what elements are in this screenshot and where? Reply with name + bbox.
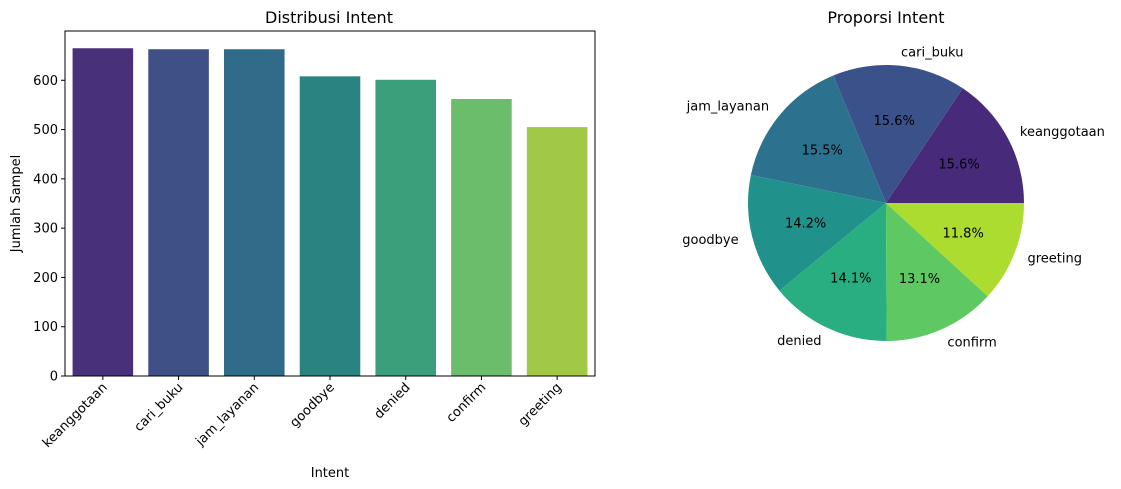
bar-denied	[375, 79, 436, 377]
pie-percent-label: 15.5%	[802, 144, 843, 159]
pie-category-label: keanggotaan	[1020, 125, 1105, 140]
bar-goodbye	[299, 76, 361, 376]
pie-category-label: cari_buku	[901, 45, 963, 60]
y-tick-label: 300	[33, 222, 58, 237]
bar-x-axis: keanggotaan cari_buku jam_layanan goodbye de…	[40, 376, 565, 451]
pie-slice-jam_layanan	[750, 75, 886, 203]
bar-jam_layanan	[224, 49, 285, 376]
bar-chart: Distribusi Intent 0 100 200 300 400 500 600 ke…	[9, 8, 596, 481]
bar-keanggotaan	[72, 48, 134, 376]
x-tick-label: denied	[372, 380, 414, 422]
bar-x-axis-label: Intent	[311, 466, 350, 481]
x-tick-label: cari_buku	[132, 380, 187, 435]
pie-percent-label: 14.1%	[830, 271, 871, 286]
pie-category-label: greeting	[1027, 252, 1082, 267]
y-tick-label: 600	[33, 74, 58, 89]
pie-chart: Proporsi Intent 15.6% keanggotaan 15.6% car…	[682, 8, 1105, 350]
pie-percent-label: 15.6%	[874, 114, 915, 129]
pie-percent-label: 13.1%	[899, 272, 940, 287]
pie-category-label: jam_layanan	[686, 100, 769, 115]
x-tick-label: confirm	[444, 380, 489, 425]
bar-cari_buku	[148, 49, 209, 376]
pie-slice-cari_buku	[833, 65, 963, 203]
pie-slice-keanggotaan	[886, 88, 1024, 203]
pie-percent-label: 11.8%	[943, 227, 984, 242]
x-tick-label: keanggotaan	[40, 380, 111, 451]
pie-percent-label: 15.6%	[938, 157, 979, 172]
pie-labels: 15.6% keanggotaan 15.6% cari_buku 15.5% jam_l…	[682, 45, 1105, 350]
pie-chart-title: Proporsi Intent	[827, 8, 944, 27]
pie-slice-confirm	[886, 203, 988, 341]
pie-slice-denied	[779, 203, 887, 341]
bar-chart-title: Distribusi Intent	[265, 8, 393, 27]
pie-series	[748, 65, 1024, 341]
bar-y-axis: 0 100 200 300 400 500 600	[33, 74, 65, 385]
pie-slice-greeting	[886, 203, 1024, 297]
bar-y-axis-label: Jumlah Sampel	[9, 155, 24, 253]
y-tick-label: 100	[33, 320, 58, 335]
pie-category-label: goodbye	[682, 233, 738, 248]
pie-category-label: confirm	[947, 335, 996, 350]
bar-plot-frame	[64, 30, 596, 377]
bar-series	[72, 48, 588, 377]
pie-category-label: denied	[777, 334, 821, 349]
y-tick-label: 0	[50, 370, 58, 385]
x-tick-label: jam_layanan	[193, 380, 263, 450]
bar-greeting	[526, 127, 588, 376]
y-tick-label: 400	[33, 172, 58, 187]
x-tick-label: greeting	[516, 380, 565, 429]
pie-percent-label: 14.2%	[785, 216, 826, 231]
bar-confirm	[451, 99, 512, 376]
x-tick-label: goodbye	[287, 380, 337, 430]
pie-slice-goodbye	[748, 174, 886, 291]
y-tick-label: 500	[33, 123, 58, 138]
y-tick-label: 200	[33, 271, 58, 286]
